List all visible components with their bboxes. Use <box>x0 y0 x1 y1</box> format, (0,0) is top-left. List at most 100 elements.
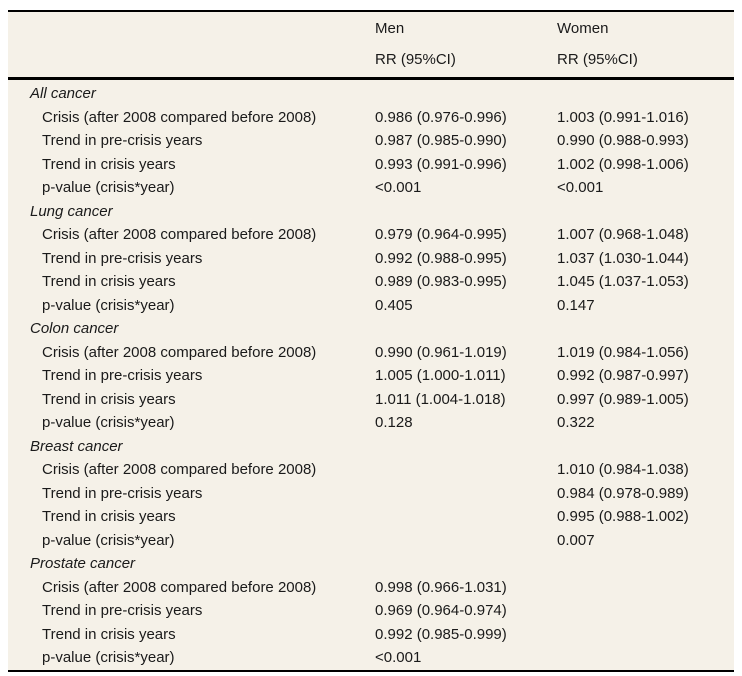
men-value <box>375 482 557 506</box>
section-name: All cancer <box>30 85 96 102</box>
row-label: p-value (crisis*year) <box>42 649 175 666</box>
row-label: p-value (crisis*year) <box>42 414 175 431</box>
men-value: 0.989 (0.983-0.995) <box>375 273 507 290</box>
empty-cell <box>375 317 557 341</box>
men-column-sublabel: RR (95%CI) <box>375 51 456 68</box>
women-value <box>557 576 734 600</box>
women-value: 0.995 (0.988-1.002) <box>557 508 689 525</box>
men-value <box>375 458 557 482</box>
table-row: Trend in pre-crisis years 0.984 (0.978-0.… <box>8 482 734 506</box>
table-row: p-value (crisis*year) 0.405 0.147 <box>8 294 734 318</box>
row-label: Crisis (after 2008 compared before 2008) <box>42 108 317 126</box>
empty-cell <box>375 200 557 224</box>
women-value: 1.045 (1.037-1.053) <box>557 273 689 290</box>
women-value: 1.003 (0.991-1.016) <box>557 108 689 126</box>
section-header-row: Colon cancer <box>8 317 734 341</box>
row-label: Trend in pre-crisis years <box>42 249 203 267</box>
table-row: Trend in crisis years 0.989 (0.983-0.995)… <box>8 270 734 294</box>
empty-cell <box>375 79 557 106</box>
row-label: Trend in crisis years <box>42 273 176 290</box>
empty-cell <box>557 200 734 224</box>
results-table: Men RR (95%CI) Women RR (95%CI) All canc… <box>8 10 734 672</box>
women-value: <0.001 <box>557 179 604 196</box>
women-value: 0.990 (0.988-0.993) <box>557 132 689 149</box>
header-row: Men RR (95%CI) Women RR (95%CI) <box>8 11 734 80</box>
women-column-sublabel: RR (95%CI) <box>557 51 638 68</box>
empty-cell <box>557 435 734 459</box>
women-value: 1.007 (0.968-1.048) <box>557 226 689 243</box>
men-value: 0.128 <box>375 414 413 431</box>
table-body: All cancer Crisis (after 2008 compared be… <box>8 79 734 671</box>
empty-cell <box>375 552 557 576</box>
table-row: p-value (crisis*year) <0.001 <0.001 <box>8 176 734 200</box>
women-value: 0.984 (0.978-0.989) <box>557 484 689 502</box>
men-value: 0.998 (0.966-1.031) <box>375 578 507 596</box>
section-name: Breast cancer <box>30 437 123 455</box>
table-row: Trend in pre-crisis years 1.005 (1.000-1.… <box>8 364 734 388</box>
men-value <box>375 505 557 529</box>
row-label: Crisis (after 2008 compared before 2008) <box>42 343 317 361</box>
empty-cell <box>375 435 557 459</box>
section-name: Colon cancer <box>30 320 119 337</box>
section-header-row: Breast cancer <box>8 435 734 459</box>
women-value: 1.002 (0.998-1.006) <box>557 155 689 173</box>
table-row: Trend in pre-crisis years 0.992 (0.988-0.… <box>8 247 734 271</box>
table-row: Trend in crisis years 1.011 (1.004-1.018)… <box>8 388 734 412</box>
row-label: p-value (crisis*year) <box>42 179 175 196</box>
section-name: Prostate cancer <box>30 555 136 572</box>
men-value: 0.986 (0.976-0.996) <box>375 108 507 126</box>
table-row: Trend in crisis years 0.992 (0.985-0.999) <box>8 623 734 647</box>
women-value: 0.322 <box>557 414 595 431</box>
row-label: Trend in crisis years <box>42 155 176 173</box>
header-empty-cell <box>8 11 375 80</box>
row-label: Trend in pre-crisis years <box>42 367 203 384</box>
table-row: p-value (crisis*year) <0.001 <box>8 646 734 671</box>
men-value: <0.001 <box>375 649 422 666</box>
row-label: Crisis (after 2008 compared before 2008) <box>42 461 317 478</box>
women-value: 1.037 (1.030-1.044) <box>557 249 689 267</box>
table-row: Trend in crisis years 0.993 (0.991-0.996)… <box>8 153 734 177</box>
table-row: Crisis (after 2008 compared before 2008)… <box>8 223 734 247</box>
row-label: Crisis (after 2008 compared before 2008) <box>42 226 317 243</box>
men-value: 0.992 (0.988-0.995) <box>375 249 507 267</box>
men-value: 0.990 (0.961-1.019) <box>375 343 507 361</box>
row-label: Trend in pre-crisis years <box>42 132 203 149</box>
table-row: Trend in pre-crisis years 0.987 (0.985-0.… <box>8 129 734 153</box>
table-row: p-value (crisis*year) 0.007 <box>8 529 734 553</box>
table-row: Crisis (after 2008 compared before 2008)… <box>8 458 734 482</box>
row-label: p-value (crisis*year) <box>42 531 175 549</box>
row-label: Trend in crisis years <box>42 625 176 643</box>
men-value: 0.979 (0.964-0.995) <box>375 226 507 243</box>
women-value: 1.010 (0.984-1.038) <box>557 461 689 478</box>
men-value: 0.969 (0.964-0.974) <box>375 602 507 619</box>
men-value <box>375 529 557 553</box>
empty-cell <box>557 552 734 576</box>
row-label: Trend in pre-crisis years <box>42 602 203 619</box>
men-value: 1.011 (1.004-1.018) <box>375 390 506 408</box>
section-header-row: Prostate cancer <box>8 552 734 576</box>
row-label: Trend in crisis years <box>42 508 176 525</box>
table-row: p-value (crisis*year) 0.128 0.322 <box>8 411 734 435</box>
women-value <box>557 623 734 647</box>
table-row: Trend in crisis years 0.995 (0.988-1.002) <box>8 505 734 529</box>
women-value: 0.997 (0.989-1.005) <box>557 390 689 408</box>
header-men: Men RR (95%CI) <box>375 11 557 80</box>
men-value: 1.005 (1.000-1.011) <box>375 367 506 384</box>
table-row: Crisis (after 2008 compared before 2008)… <box>8 106 734 130</box>
women-value <box>557 646 734 671</box>
women-value: 0.992 (0.987-0.997) <box>557 367 689 384</box>
header-women: Women RR (95%CI) <box>557 11 734 80</box>
women-value: 0.007 <box>557 531 595 549</box>
women-value: 1.019 (0.984-1.056) <box>557 343 689 361</box>
women-column-label: Women <box>557 20 609 37</box>
empty-cell <box>557 79 734 106</box>
section-name: Lung cancer <box>30 202 113 220</box>
men-value: 0.993 (0.991-0.996) <box>375 155 507 173</box>
table-row: Crisis (after 2008 compared before 2008)… <box>8 341 734 365</box>
men-value: 0.992 (0.985-0.999) <box>375 625 507 643</box>
section-header-row: Lung cancer <box>8 200 734 224</box>
men-value: 0.405 <box>375 296 413 314</box>
table-row: Crisis (after 2008 compared before 2008)… <box>8 576 734 600</box>
men-value: 0.987 (0.985-0.990) <box>375 132 507 149</box>
row-label: Trend in crisis years <box>42 390 176 408</box>
